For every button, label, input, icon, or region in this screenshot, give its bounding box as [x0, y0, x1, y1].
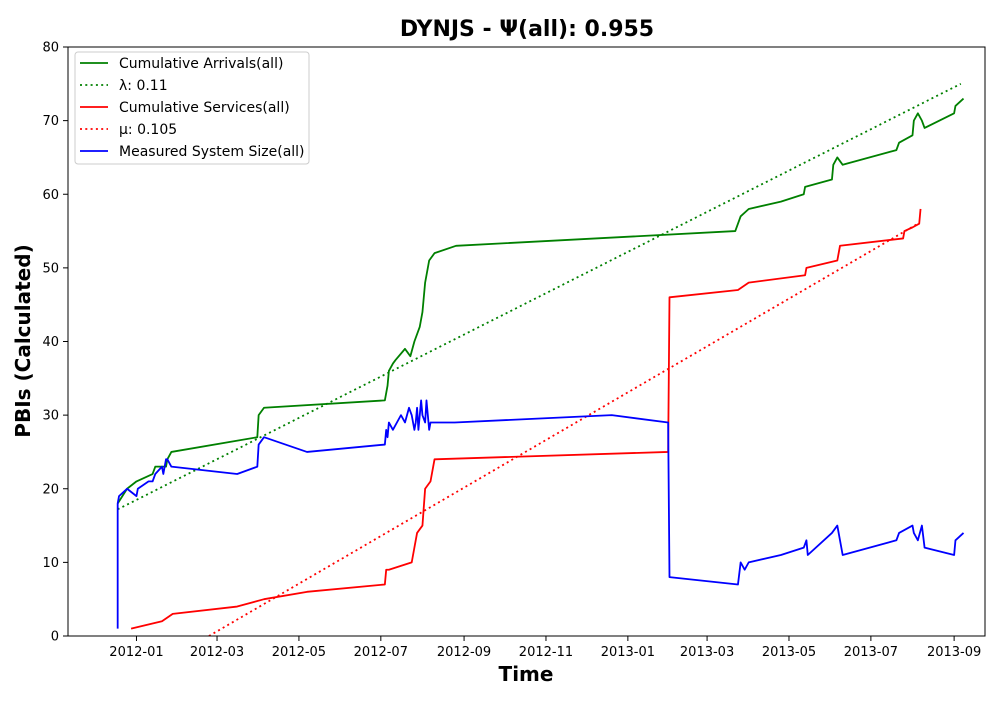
- x-tick-label: 2013-07: [844, 645, 898, 660]
- x-tick-label: 2013-01: [601, 645, 655, 660]
- x-tick-label: 2012-07: [354, 645, 408, 660]
- y-tick-label: 0: [51, 630, 59, 645]
- y-tick-label: 80: [42, 41, 59, 56]
- x-tick-label: 2012-09: [437, 645, 491, 660]
- y-tick-label: 70: [42, 114, 59, 129]
- x-tick-label: 2012-03: [190, 645, 244, 660]
- legend-label: Cumulative Services(all): [119, 100, 290, 116]
- x-tick-label: 2012-01: [109, 645, 163, 660]
- x-tick-label: 2013-05: [762, 645, 816, 660]
- series-layer: [116, 83, 965, 636]
- y-tick-label: 20: [42, 482, 59, 497]
- y-tick-label: 10: [42, 556, 59, 571]
- x-tick-label: 2013-03: [680, 645, 734, 660]
- legend-label: λ: 0.11: [119, 78, 168, 94]
- legend-label: Measured System Size(all): [119, 144, 305, 160]
- series-line-measured-system-size-all: [116, 399, 965, 629]
- x-tick-label: 2013-09: [927, 645, 981, 660]
- legend-entries: Cumulative Arrivals(all) λ: 0.11 Cumulativ…: [80, 56, 305, 160]
- y-tick-label: 30: [42, 409, 59, 424]
- y-tick-label: 60: [42, 188, 59, 203]
- legend-label: μ: 0.105: [119, 122, 177, 138]
- x-tick-label: 2012-05: [272, 645, 326, 660]
- legend: Cumulative Arrivals(all) λ: 0.11 Cumulativ…: [74, 51, 310, 165]
- series-line-0-11: [117, 83, 962, 511]
- series-line-cumulative-services-all: [130, 208, 922, 630]
- x-axis: 2012-01 2012-03 2012-05 2012-07 2012-09 2012-…: [109, 636, 981, 660]
- x-axis-title: Time: [499, 662, 554, 686]
- y-tick-label: 50: [42, 261, 59, 276]
- x-tick-label: 2012-11: [519, 645, 573, 660]
- series-line-cumulative-arrivals-all: [116, 97, 965, 504]
- y-axis-title: PBIs (Calculated): [11, 244, 35, 437]
- y-axis: 0 10 20 30 40 50 60 70 80: [42, 41, 68, 645]
- plot-area: [67, 46, 986, 637]
- y-tick-label: 40: [42, 335, 59, 350]
- legend-label: Cumulative Arrivals(all): [119, 56, 283, 72]
- chart-title: DYNJS - Ψ(all): 0.955: [400, 17, 654, 42]
- legend-box: [74, 51, 310, 165]
- series-line-0-105: [208, 222, 919, 636]
